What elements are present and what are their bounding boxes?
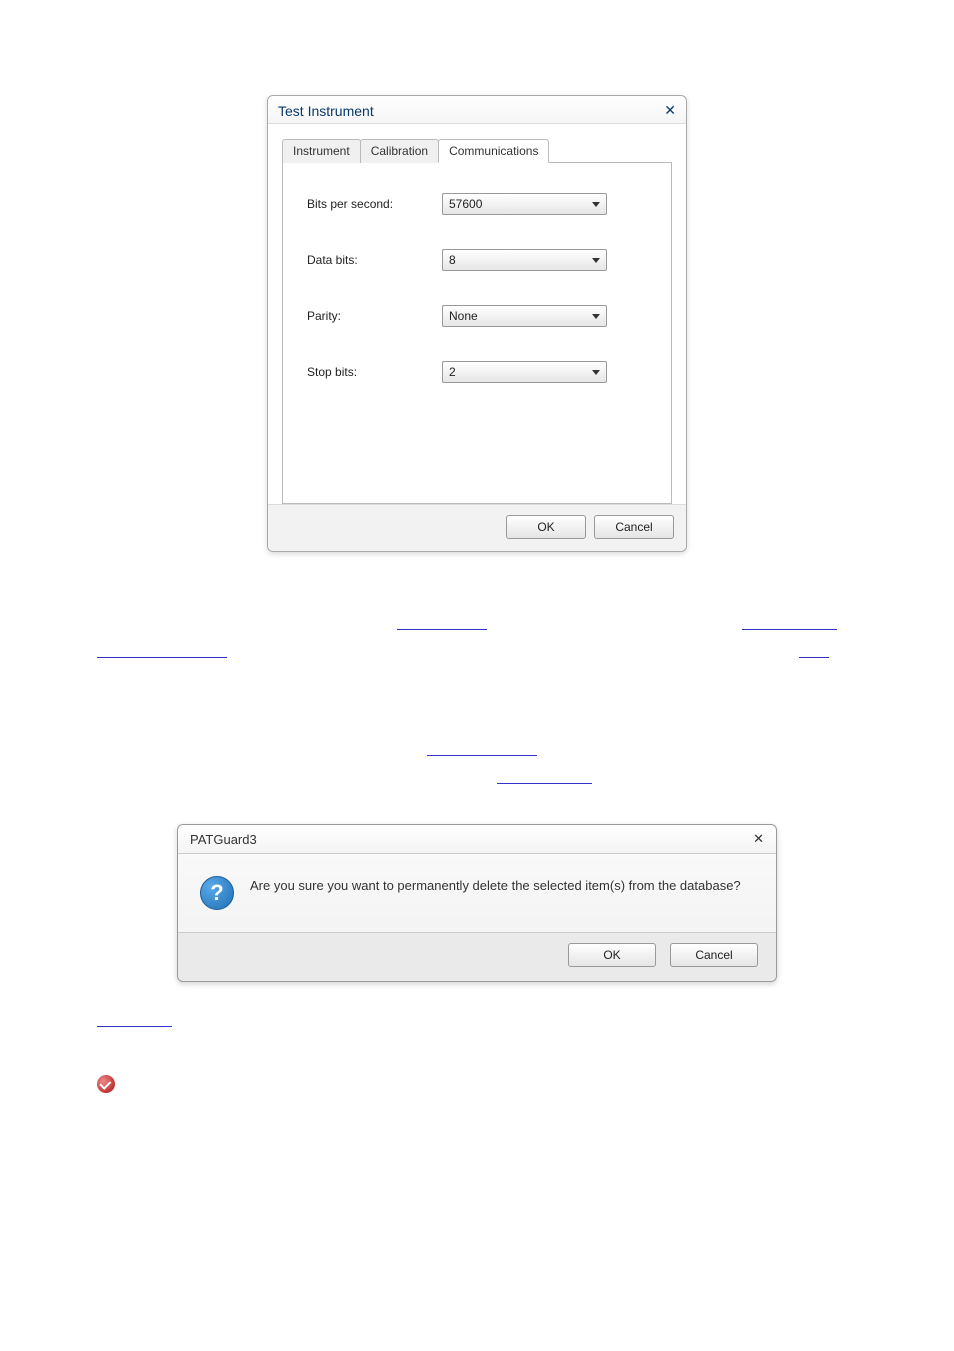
dialog2-title-text: PATGuard3 xyxy=(190,832,257,847)
text-block-2 xyxy=(97,738,857,784)
dialog2-message: Are you sure you want to permanently del… xyxy=(250,876,741,895)
dialog1-footer: OK Cancel xyxy=(268,504,686,551)
combo-stopbits[interactable]: 2 xyxy=(442,361,607,383)
link-underline xyxy=(397,629,487,630)
close-icon[interactable]: ✕ xyxy=(753,831,764,847)
tab-strip: Instrument Calibration Communications xyxy=(282,138,672,163)
combo-bps-value: 57600 xyxy=(449,197,482,211)
question-icon: ? xyxy=(200,876,234,910)
dialog1-body: Instrument Calibration Communications Bi… xyxy=(268,124,686,504)
link-underline xyxy=(799,657,829,658)
tab-communications[interactable]: Communications xyxy=(438,139,549,163)
dialog2-body: ? Are you sure you want to permanently d… xyxy=(178,854,776,932)
link-underline xyxy=(742,629,837,630)
red-check-icon xyxy=(97,1075,115,1093)
dialog2-titlebar: PATGuard3 ✕ xyxy=(178,825,776,854)
ok-button[interactable]: OK xyxy=(506,515,586,539)
link-underline xyxy=(427,755,537,756)
dialog2-footer: OK Cancel xyxy=(178,932,776,981)
communications-panel: Bits per second: 57600 Data bits: 8 Pari… xyxy=(282,163,672,504)
confirm-delete-dialog: PATGuard3 ✕ ? Are you sure you want to p… xyxy=(177,824,777,982)
row-stop-bits: Stop bits: 2 xyxy=(307,361,647,383)
bottom-area xyxy=(97,1026,857,1093)
test-instrument-dialog: Test Instrument ✕ Instrument Calibration… xyxy=(267,95,687,552)
combo-databits-value: 8 xyxy=(449,253,456,267)
cancel-button[interactable]: Cancel xyxy=(670,943,758,967)
link-underline xyxy=(97,1026,172,1027)
tab-instrument[interactable]: Instrument xyxy=(282,139,361,163)
combo-parity[interactable]: None xyxy=(442,305,607,327)
combo-databits[interactable]: 8 xyxy=(442,249,607,271)
question-glyph: ? xyxy=(210,880,223,906)
ok-button[interactable]: OK xyxy=(568,943,656,967)
dialog1-titlebar: Test Instrument ✕ xyxy=(268,96,686,124)
row-data-bits: Data bits: 8 xyxy=(307,249,647,271)
label-databits: Data bits: xyxy=(307,253,442,267)
label-bps: Bits per second: xyxy=(307,197,442,211)
link-underline xyxy=(497,783,592,784)
combo-stopbits-value: 2 xyxy=(449,365,456,379)
row-parity: Parity: None xyxy=(307,305,647,327)
combo-parity-value: None xyxy=(449,309,478,323)
cancel-button[interactable]: Cancel xyxy=(594,515,674,539)
dialog1-title-text: Test Instrument xyxy=(278,103,374,119)
text-block-1 xyxy=(97,612,857,658)
label-stopbits: Stop bits: xyxy=(307,365,442,379)
close-icon[interactable]: ✕ xyxy=(664,102,676,119)
row-bits-per-second: Bits per second: 57600 xyxy=(307,193,647,215)
tab-calibration[interactable]: Calibration xyxy=(360,139,439,163)
link-underline xyxy=(97,657,227,658)
combo-bps[interactable]: 57600 xyxy=(442,193,607,215)
label-parity: Parity: xyxy=(307,309,442,323)
